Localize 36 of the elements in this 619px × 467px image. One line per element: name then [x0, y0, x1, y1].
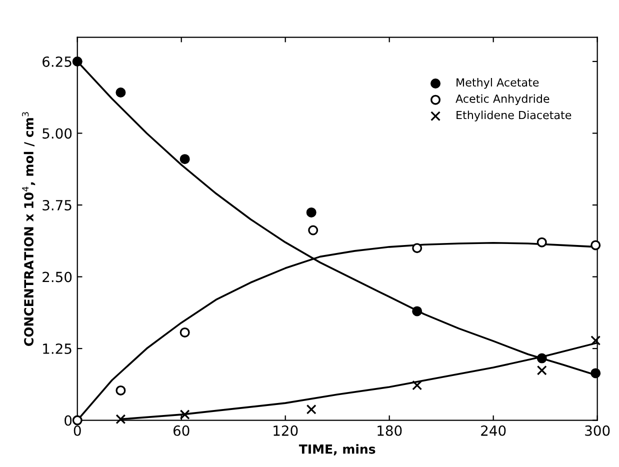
point: [116, 414, 126, 424]
x-tick-label: 120: [274, 425, 298, 436]
x-tick-label: 60: [174, 425, 190, 436]
y-tick-label: 3.75: [42, 200, 72, 210]
y-tick-label: 2.50: [42, 272, 72, 282]
x-tick-label: 180: [378, 425, 402, 436]
y-tick-label: 0: [64, 415, 72, 426]
legend-label: Acetic Anhydride: [456, 94, 550, 106]
point: [180, 154, 190, 164]
point: [412, 306, 422, 316]
point: [180, 327, 190, 338]
point: [306, 404, 316, 414]
legend-label: Ethylidene Diacetate: [456, 110, 572, 122]
x-axis-title: TIME, mins: [298, 444, 376, 456]
point: [116, 87, 126, 98]
legend-label: Methyl Acetate: [456, 78, 539, 89]
point: [308, 225, 318, 236]
point: [536, 365, 547, 376]
point: [180, 410, 190, 420]
point: [536, 353, 547, 364]
point: [116, 385, 126, 396]
x-tick-label: 240: [481, 425, 506, 436]
y-axis-title: CONCENTRATION x 10$^{4}$, mol / cm$^{3}$: [22, 112, 36, 346]
point: [590, 368, 601, 378]
point: [590, 240, 601, 250]
y-tick-label: 1.25: [43, 344, 72, 354]
x-tick-label: 300: [585, 425, 610, 436]
y-tick-label: 5.00: [42, 128, 72, 139]
x-tick-label: 0: [74, 425, 81, 436]
point: [306, 207, 316, 218]
point: [536, 237, 547, 248]
point: [72, 415, 82, 426]
point: [412, 243, 422, 254]
point: [72, 56, 82, 66]
point: [412, 380, 422, 390]
y-tick-label: 6.25: [42, 56, 72, 67]
